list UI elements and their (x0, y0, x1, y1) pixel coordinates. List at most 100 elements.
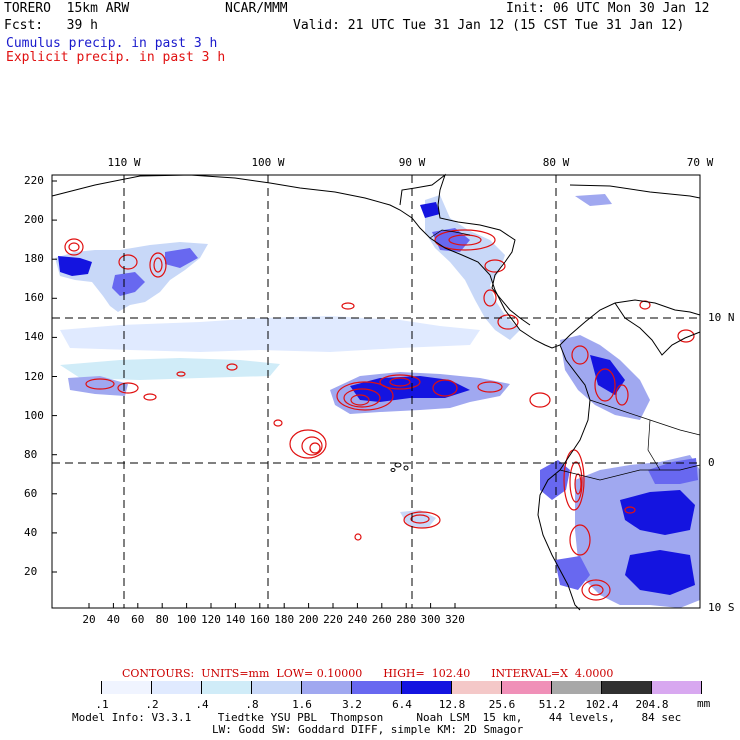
contour-west-3 (143, 393, 157, 401)
contour-itcz-1c (350, 394, 370, 406)
legend-explicit: Explicit precip. in past 3 h (6, 50, 226, 65)
y-tick-label: 40 (24, 525, 38, 539)
lat-lon-gridlines (52, 175, 700, 608)
contour-nw-2 (118, 254, 138, 270)
color-scale-swatch (452, 681, 502, 694)
x-tick-label: 300 (420, 613, 441, 626)
precip-amazon-core-1 (620, 490, 695, 535)
y-tick-label: 160 (24, 291, 44, 305)
color-scale-swatch (552, 681, 602, 694)
coastline-cuba (569, 184, 701, 199)
precip-south (555, 556, 590, 590)
y-tick-label: 220 (24, 174, 44, 187)
coastlines (51, 173, 701, 611)
coastline-colombia-north (614, 302, 701, 356)
color-scale-label: .1 (95, 698, 109, 711)
longitude-label: 70 W (686, 156, 714, 169)
x-tick-label: 160 (249, 613, 270, 626)
precip-core-nw2 (112, 272, 145, 296)
color-scale-label: 1.6 (292, 698, 312, 711)
contour-itcz-3 (432, 379, 458, 397)
color-scale-swatch (402, 681, 452, 694)
y-tick-label: 20 (24, 565, 38, 578)
x-tick-label: 100 (176, 613, 197, 626)
contour-small-4 (273, 419, 283, 427)
color-scale-label: .2 (145, 698, 159, 711)
color-scale-swatch (302, 681, 352, 694)
contour-col-5 (677, 329, 695, 343)
border-inland-3 (429, 229, 471, 239)
contour-sw-1 (289, 429, 327, 459)
contour-nw-3 (149, 252, 167, 278)
x-tick-label: 240 (347, 613, 368, 626)
x-tick-label: 80 (155, 613, 169, 626)
contour-ec-3 (581, 579, 611, 601)
contour-small-6 (624, 506, 636, 514)
color-scale-swatch (102, 681, 152, 694)
x-tick-label: 320 (445, 613, 465, 626)
precip-colombia-core (590, 355, 625, 395)
latitude-label: 10 N (708, 311, 735, 324)
longitude-label: 90 W (398, 156, 426, 169)
map-frame (51, 174, 701, 609)
y-tick-label: 100 (24, 408, 44, 422)
contour-ca-1b (448, 234, 482, 246)
contour-sw-1c (309, 442, 321, 454)
color-scale-swatch (52, 681, 102, 694)
x-tick-label: 20 (82, 613, 96, 626)
color-scale-label: 25.6 (488, 698, 516, 711)
color-scale-label: 3.2 (342, 698, 362, 711)
model-info-line1: Model Info: V3.3.1 Tiedtke YSU PBL Thomp… (72, 711, 682, 724)
color-scale-label: 12.8 (438, 698, 466, 711)
model-info-line2: LW: Godd SW: Goddard DIFF, simple KM: 2D… (212, 723, 524, 736)
x-tick-label: 120 (201, 613, 221, 626)
contour-ca-2 (484, 259, 506, 273)
precip-core-nw (58, 256, 92, 276)
galapagos-island-2 (403, 465, 409, 471)
contour-info: CONTOURS: UNITS=mm LOW= 0.10000 HIGH= 10… (122, 667, 614, 680)
x-tick-label: 140 (225, 613, 246, 626)
color-scale-label: 204.8 (635, 698, 669, 711)
contour-col-3 (615, 384, 629, 406)
x-tick-label: 60 (131, 613, 145, 626)
y-tick-label: 200 (24, 213, 44, 227)
legend-cumulus: Cumulus precip. in past 3 h (6, 36, 218, 51)
contour-nw-1 (64, 238, 84, 256)
contour-nw-1b (68, 242, 80, 252)
contour-col-2 (594, 368, 616, 402)
color-scale-label: .4 (195, 698, 209, 711)
contour-itcz-1 (336, 381, 394, 411)
precip-west (68, 376, 128, 396)
contour-itcz-1b (343, 388, 381, 408)
forecast-hour: Fcst: 39 h (4, 18, 98, 33)
precip-band-10n (60, 316, 480, 352)
color-scale-swatch (202, 681, 252, 694)
precip-coast-ecuador (540, 460, 570, 500)
contour-small-5 (354, 533, 362, 541)
contour-ec-1 (563, 449, 585, 511)
y-tick-label: 120 (24, 369, 44, 383)
x-tick-label: 180 (274, 613, 295, 626)
galapagos-island-3 (390, 468, 396, 472)
color-scale-label: 51.2 (538, 698, 566, 711)
precip-band-itcz-west (60, 358, 280, 380)
galapagos-island-1 (394, 462, 402, 468)
color-scale-swatch (152, 681, 202, 694)
precip-amazon-core-3 (648, 458, 698, 484)
color-scale-label: 102.4 (585, 698, 619, 711)
contour-ec-1c (574, 473, 582, 495)
valid-time: Valid: 21 UTC Tue 31 Jan 12 (15 CST Tue … (293, 18, 685, 33)
model-title: TORERO 15km ARW (4, 1, 130, 16)
latitude-label: 10 S (708, 601, 735, 614)
coastline-colombia (537, 344, 591, 611)
color-scale-swatch (252, 681, 302, 694)
contour-itcz-4 (477, 381, 503, 393)
precip-caribbean (575, 194, 612, 206)
y-axis-ticks (52, 180, 57, 573)
contour-ca-3 (483, 289, 497, 307)
contour-nw-3b (153, 257, 163, 273)
longitude-label: 100 W (251, 156, 285, 169)
coastline-mexico (51, 174, 701, 349)
y-tick-label: 140 (24, 330, 44, 344)
contour-small-1 (176, 371, 186, 377)
